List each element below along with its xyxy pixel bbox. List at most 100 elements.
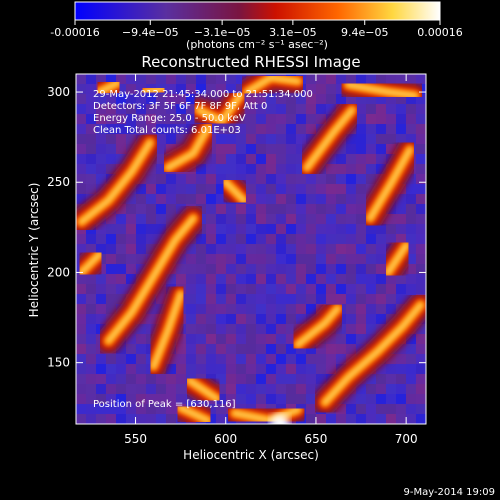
- image-pixel: [356, 124, 366, 134]
- image-pixel: [346, 234, 356, 244]
- image-pixel: [86, 394, 96, 404]
- image-pixel: [406, 274, 416, 284]
- image-pixel: [266, 204, 276, 214]
- image-pixel: [126, 94, 136, 104]
- image-pixel: [416, 384, 426, 394]
- image-pixel: [206, 294, 216, 304]
- image-pixel: [216, 264, 226, 274]
- image-pixel: [136, 254, 146, 264]
- image-pixel: [106, 354, 116, 364]
- image-pixel: [96, 224, 106, 234]
- image-pixel: [196, 274, 206, 284]
- image-pixel: [416, 414, 426, 424]
- image-pixel: [396, 124, 406, 134]
- image-pixel: [116, 144, 126, 154]
- image-pixel: [166, 104, 176, 114]
- image-pixel: [406, 414, 416, 424]
- image-pixel: [346, 404, 356, 414]
- info-line-detectors: Detectors: 3F 5F 6F 7F 8F 9F, Att 0: [93, 101, 267, 112]
- ridge-highlight: [151, 292, 183, 369]
- image-pixel: [136, 204, 146, 214]
- image-pixel: [396, 214, 406, 224]
- image-pixel: [376, 304, 386, 314]
- image-pixel: [296, 104, 306, 114]
- image-pixel: [296, 194, 306, 204]
- image-pixel: [146, 244, 156, 254]
- image-pixel: [176, 124, 186, 134]
- image-pixel: [276, 114, 286, 124]
- image-pixel: [266, 244, 276, 254]
- image-pixel: [236, 294, 246, 304]
- image-pixel: [96, 394, 106, 404]
- image-pixel: [306, 114, 316, 124]
- image-pixel: [166, 204, 176, 214]
- image-pixel: [306, 134, 316, 144]
- image-pixel: [86, 404, 96, 414]
- image-pixel: [286, 104, 296, 114]
- image-pixel: [206, 214, 216, 224]
- image-pixel: [296, 384, 306, 394]
- image-pixel: [416, 354, 426, 364]
- image-pixel: [396, 104, 406, 114]
- image-pixel: [346, 154, 356, 164]
- image-pixel: [196, 164, 206, 174]
- image-pixel: [246, 334, 256, 344]
- image-pixel: [116, 344, 126, 354]
- image-pixel: [366, 404, 376, 414]
- image-pixel: [236, 174, 246, 184]
- image-pixel: [356, 324, 366, 334]
- image-pixel: [116, 104, 126, 114]
- image-pixel: [386, 74, 396, 84]
- image-pixel: [176, 104, 186, 114]
- image-pixel: [366, 414, 376, 424]
- image-pixel: [346, 314, 356, 324]
- image-pixel: [76, 414, 86, 424]
- image-pixel: [86, 304, 96, 314]
- image-pixel: [266, 184, 276, 194]
- image-pixel: [106, 224, 116, 234]
- image-pixel: [416, 394, 426, 404]
- image-pixel: [256, 184, 266, 194]
- image-pixel: [336, 284, 346, 294]
- image-pixel: [296, 314, 306, 324]
- image-pixel: [86, 154, 96, 164]
- image-pixel: [336, 194, 346, 204]
- image-pixel: [226, 304, 236, 314]
- image-pixel: [86, 184, 96, 194]
- image-pixel: [216, 244, 226, 254]
- image-pixel: [356, 294, 366, 304]
- image-pixel: [346, 254, 356, 264]
- image-pixel: [146, 184, 156, 194]
- image-pixel: [246, 184, 256, 194]
- image-pixel: [106, 304, 116, 314]
- image-pixel: [236, 214, 246, 224]
- image-pixel: [256, 334, 266, 344]
- image-pixel: [256, 264, 266, 274]
- image-pixel: [256, 114, 266, 124]
- image-pixel: [276, 194, 286, 204]
- image-pixel: [326, 74, 336, 84]
- image-pixel: [86, 284, 96, 294]
- ridge-highlight: [97, 81, 120, 94]
- image-pixel: [106, 144, 116, 154]
- image-pixel: [326, 234, 336, 244]
- image-pixel: [276, 374, 286, 384]
- image-pixel: [186, 244, 196, 254]
- image-pixel: [376, 124, 386, 134]
- image-pixel: [316, 264, 326, 274]
- image-pixel: [276, 124, 286, 134]
- image-pixel: [76, 344, 86, 354]
- image-pixel: [356, 274, 366, 284]
- ridge-highlight: [346, 82, 418, 98]
- image-pixel: [76, 244, 86, 254]
- colorbar-tick-label: 0.00016: [417, 26, 463, 39]
- image-pixel: [356, 264, 366, 274]
- image-pixel: [246, 154, 256, 164]
- image-pixel: [246, 134, 256, 144]
- image-pixel: [86, 324, 96, 334]
- image-pixel: [186, 274, 196, 284]
- image-pixel: [86, 414, 96, 424]
- image-pixel: [96, 304, 106, 314]
- image-pixel: [156, 114, 166, 124]
- image-pixel: [306, 284, 316, 294]
